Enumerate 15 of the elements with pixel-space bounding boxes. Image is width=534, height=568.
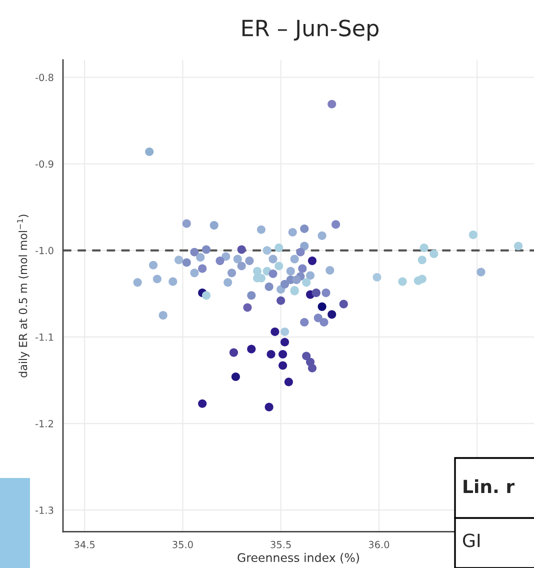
x-tick-label: 35.5 (270, 540, 291, 548)
x-tick-label: 36.0 (368, 540, 390, 548)
chart-title: ER – Jun-Sep (242, 20, 378, 41)
y-axis-title: daily ER at 0.5 m (mol mol$^{−1}$) (17, 214, 30, 378)
x-tick-label: 34.5 (74, 540, 95, 548)
y-tick-label: -1.0 (35, 246, 54, 254)
x-tick-label: 35.0 (172, 540, 193, 548)
y-tick-label: -1.2 (35, 420, 53, 428)
annotation: Lin. r (464, 479, 515, 493)
y-tick-label: -1.3 (35, 506, 54, 514)
text: GI (463, 534, 480, 548)
y-tick-label: -0.8 (35, 74, 54, 82)
y-tick-label: -1.1 (35, 334, 54, 341)
x-axis-title: Greenness index (%) (238, 552, 359, 564)
y-tick-label: -0.9 (35, 160, 54, 168)
